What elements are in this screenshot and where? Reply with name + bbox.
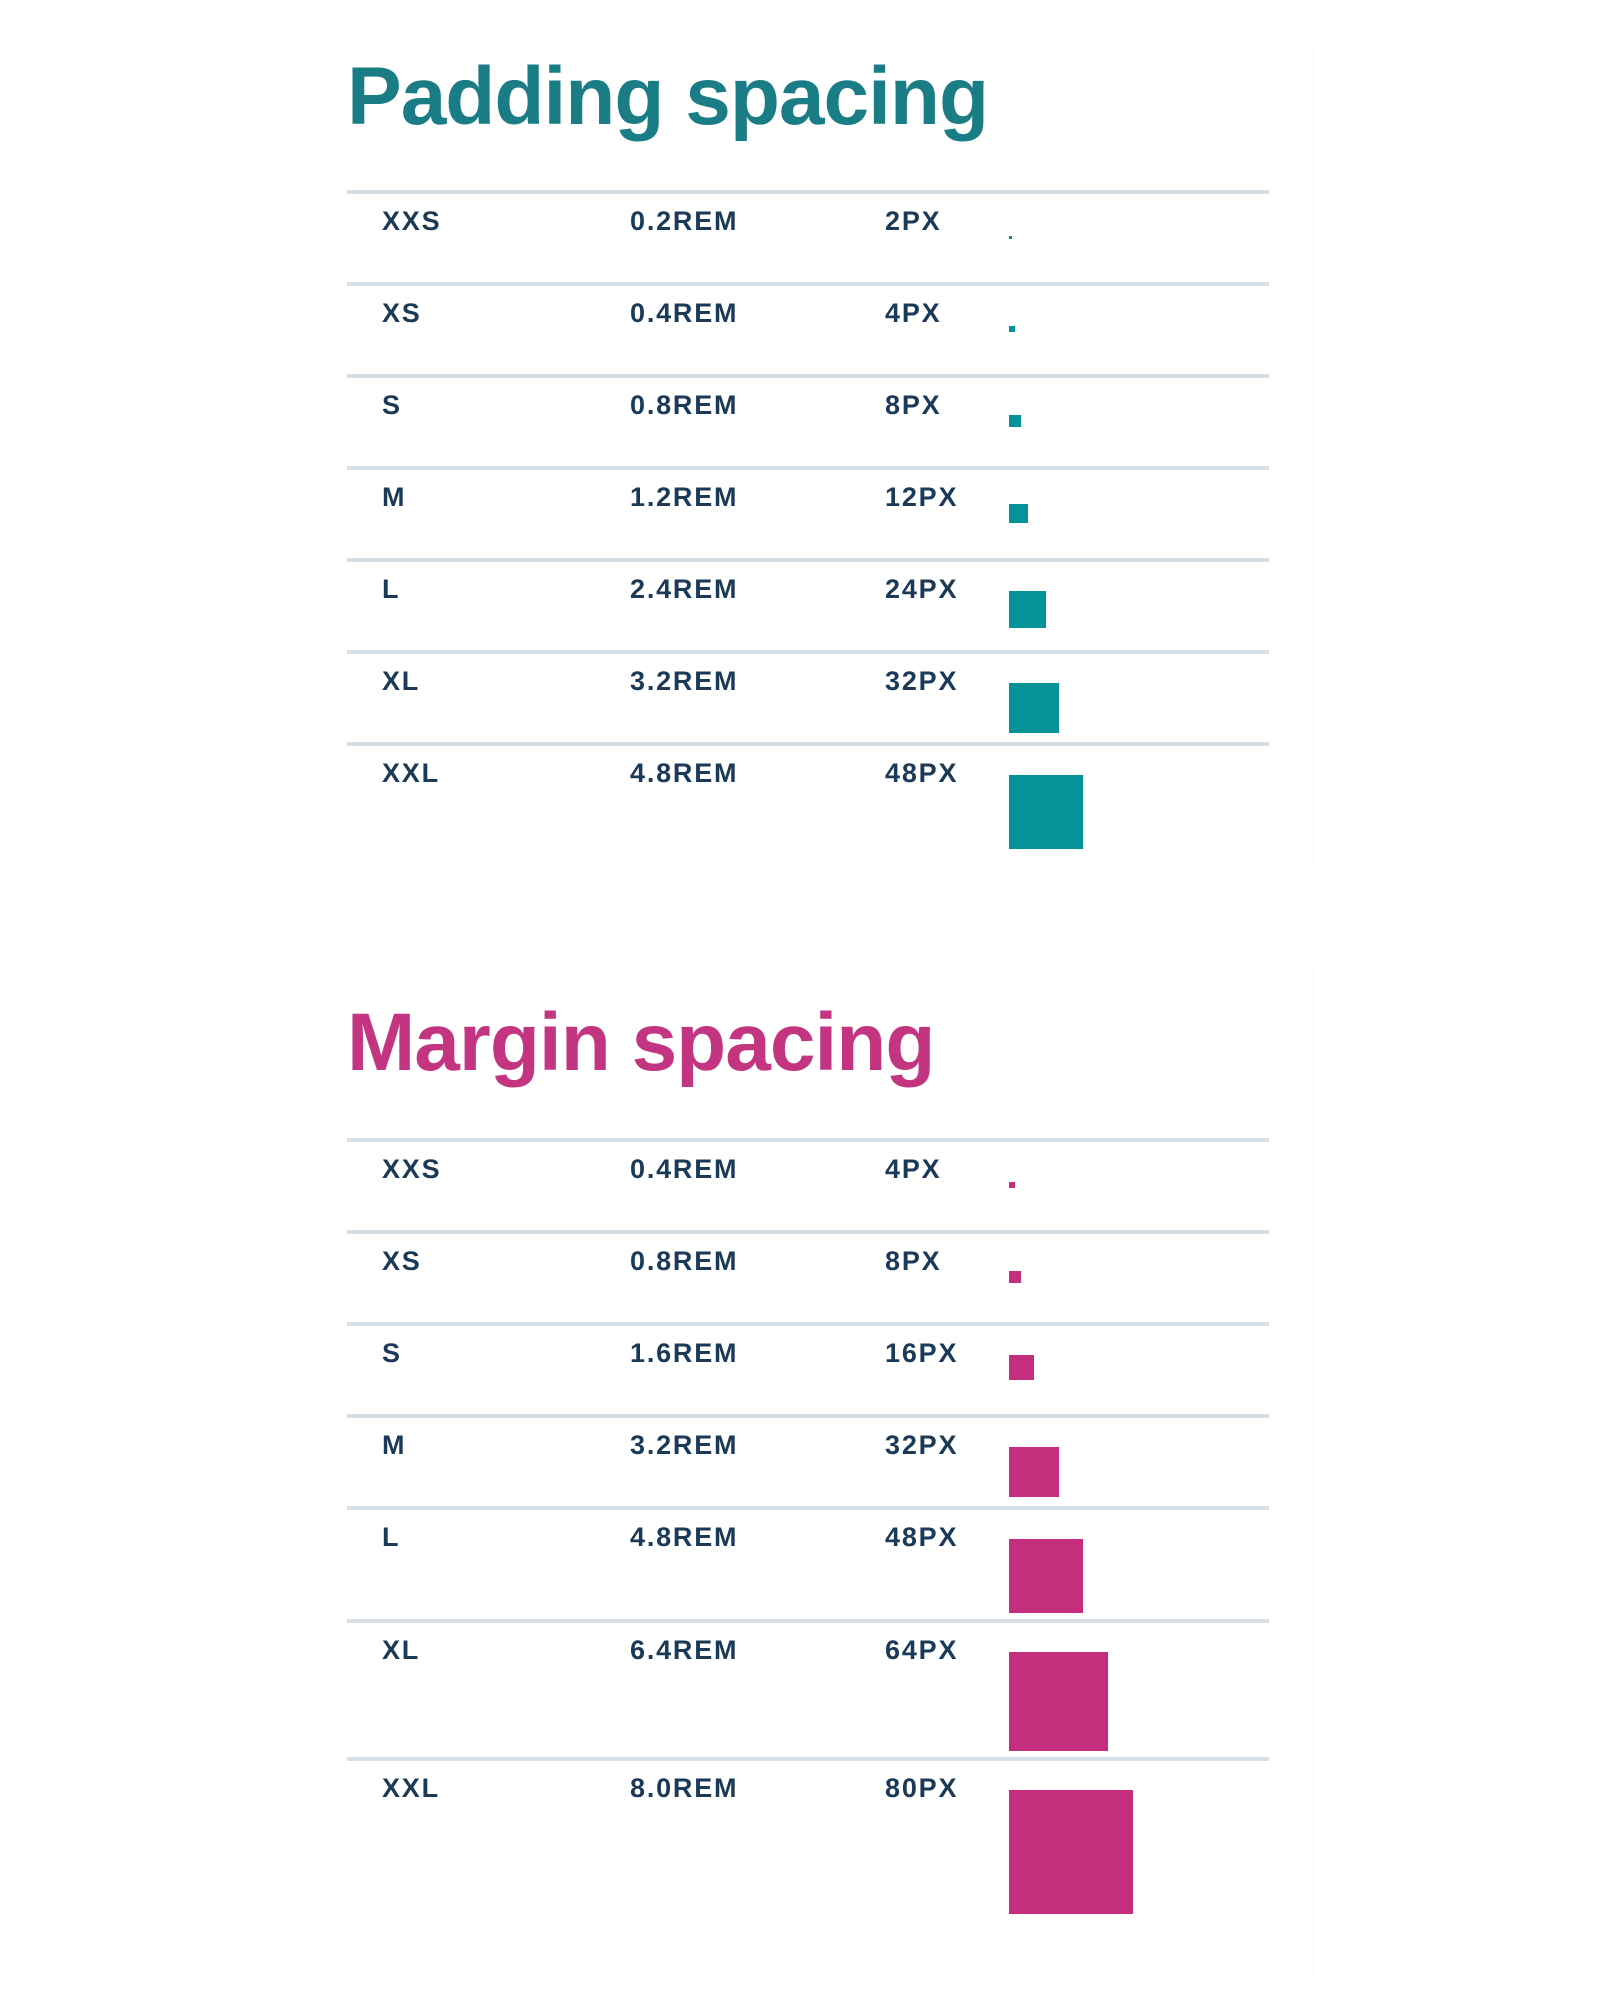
table-row: XL 3.2REM 32PX — [347, 650, 1269, 742]
table-row: XXL 8.0REM 80PX — [347, 1757, 1269, 1920]
table-row: XXS 0.4REM 4PX — [347, 1138, 1269, 1230]
size-rem: 4.8REM — [630, 1522, 739, 1552]
size-px: 32PX — [885, 666, 959, 696]
size-name: XS — [382, 1246, 422, 1276]
size-name: S — [382, 390, 402, 420]
size-swatch — [1009, 1790, 1133, 1914]
size-rem: 3.2REM — [630, 666, 739, 696]
padding-spacing-title: Padding spacing — [347, 51, 989, 142]
size-swatch — [1009, 503, 1028, 523]
size-px: 80PX — [885, 1773, 959, 1803]
size-rem: 0.8REM — [630, 1246, 739, 1276]
size-px: 8PX — [885, 390, 942, 420]
size-name: XXL — [382, 1773, 440, 1803]
table-row: S 0.8REM 8PX — [347, 374, 1269, 466]
size-name: XS — [382, 298, 422, 328]
table-row: XS 0.8REM 8PX — [347, 1230, 1269, 1322]
size-rem: 3.2REM — [630, 1430, 739, 1460]
size-swatch — [1009, 1355, 1034, 1380]
size-swatch — [1009, 326, 1015, 332]
size-px: 32PX — [885, 1430, 959, 1460]
size-swatch — [1009, 591, 1046, 628]
size-name: L — [382, 1522, 401, 1552]
size-px: 2PX — [885, 206, 942, 236]
size-rem: 0.4REM — [630, 1154, 739, 1184]
margin-spacing-card: Margin spacing XXS 0.4REM 4PX XS 0.8REM 8PX S 1… — [302, 958, 1312, 1984]
size-px: 4PX — [885, 1154, 942, 1184]
size-px: 4PX — [885, 298, 942, 328]
size-name: XL — [382, 1635, 421, 1665]
size-swatch — [1009, 1182, 1015, 1188]
size-name: XXS — [382, 1154, 442, 1184]
size-swatch — [1009, 1447, 1059, 1497]
size-px: 16PX — [885, 1338, 959, 1368]
padding-spacing-table: XXS 0.2REM 2PX XS 0.4REM 4PX S 0.8REM 8PX M 1.2REM… — [347, 190, 1269, 855]
size-rem: 1.6REM — [630, 1338, 739, 1368]
size-swatch — [1009, 235, 1012, 239]
table-row: XL 6.4REM 64PX — [347, 1619, 1269, 1757]
size-rem: 0.4REM — [630, 298, 739, 328]
table-row: M 1.2REM 12PX — [347, 466, 1269, 558]
size-name: M — [382, 482, 407, 512]
size-name: S — [382, 1338, 402, 1368]
padding-spacing-card: Padding spacing XXS 0.2REM 2PX XS 0.4REM 4PX S… — [302, 38, 1312, 868]
size-name: XXS — [382, 206, 442, 236]
table-row: XXL 4.8REM 48PX — [347, 742, 1269, 855]
size-px: 12PX — [885, 482, 959, 512]
size-rem: 4.8REM — [630, 758, 739, 788]
size-name: M — [382, 1430, 407, 1460]
size-rem: 0.8REM — [630, 390, 739, 420]
table-row: M 3.2REM 32PX — [347, 1414, 1269, 1506]
size-swatch — [1009, 1539, 1083, 1613]
size-px: 48PX — [885, 1522, 959, 1552]
size-swatch — [1009, 775, 1083, 849]
size-rem: 2.4REM — [630, 574, 739, 604]
size-rem: 0.2REM — [630, 206, 739, 236]
size-px: 48PX — [885, 758, 959, 788]
size-swatch — [1009, 683, 1059, 733]
margin-spacing-table: XXS 0.4REM 4PX XS 0.8REM 8PX S 1.6REM 16PX M 3.2RE… — [347, 1138, 1269, 1920]
margin-spacing-title: Margin spacing — [347, 997, 935, 1088]
size-px: 64PX — [885, 1635, 959, 1665]
table-row: XXS 0.2REM 2PX — [347, 190, 1269, 282]
size-name: XL — [382, 666, 421, 696]
size-px: 24PX — [885, 574, 959, 604]
table-row: L 4.8REM 48PX — [347, 1506, 1269, 1619]
size-name: XXL — [382, 758, 440, 788]
size-rem: 8.0REM — [630, 1773, 739, 1803]
size-rem: 6.4REM — [630, 1635, 739, 1665]
size-swatch — [1009, 415, 1021, 427]
size-name: L — [382, 574, 401, 604]
size-swatch — [1009, 1652, 1108, 1751]
table-row: XS 0.4REM 4PX — [347, 282, 1269, 374]
table-row: L 2.4REM 24PX — [347, 558, 1269, 650]
size-rem: 1.2REM — [630, 482, 739, 512]
size-swatch — [1009, 1271, 1021, 1283]
table-row: S 1.6REM 16PX — [347, 1322, 1269, 1414]
size-px: 8PX — [885, 1246, 942, 1276]
